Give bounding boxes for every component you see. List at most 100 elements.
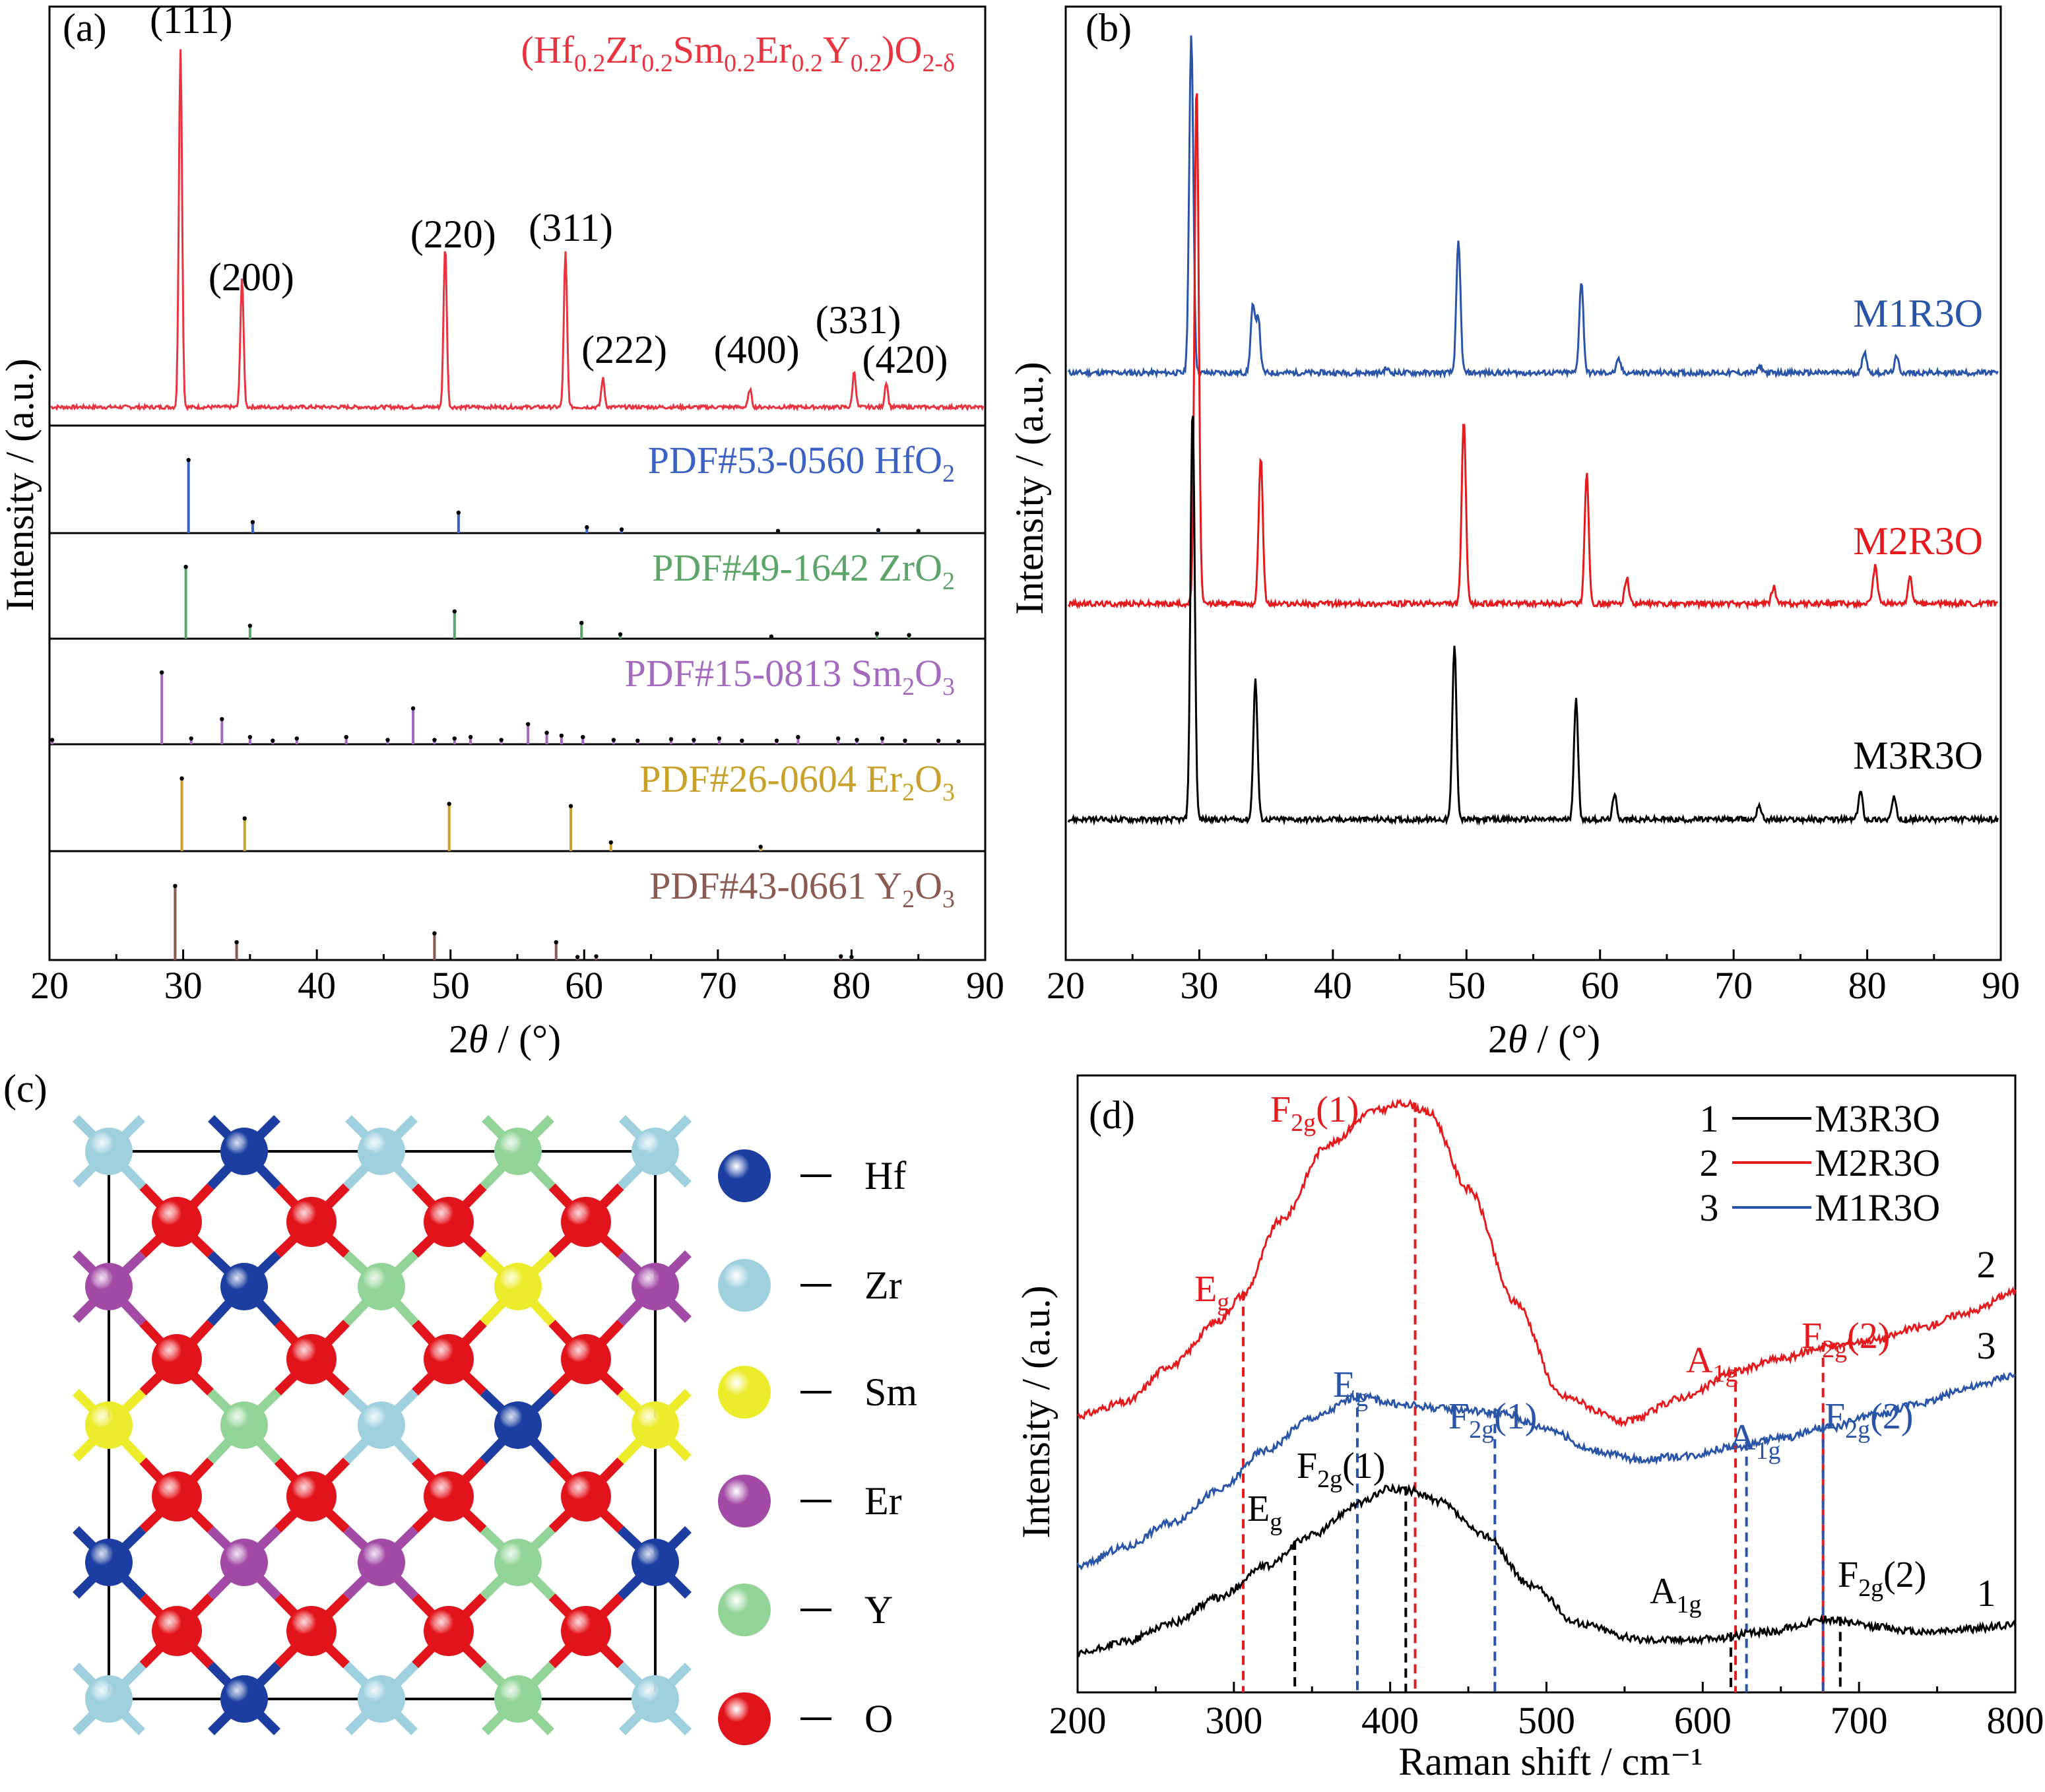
oxygen-atom xyxy=(561,1197,611,1247)
panel-a-ref-stick-cap xyxy=(559,733,564,738)
cation-atom-er xyxy=(220,1539,268,1586)
panel-d-label: (d) xyxy=(1089,1093,1135,1137)
oxygen-atom xyxy=(286,1606,337,1656)
panel-a-ref-stick-cap xyxy=(839,954,843,959)
cation-atom-sm xyxy=(85,1401,133,1449)
panel-d-legend-label: M2R3O xyxy=(1815,1141,1940,1184)
panel-d-mode-label: A1g xyxy=(1686,1340,1737,1388)
panel-a-ref-stick-cap xyxy=(220,717,224,722)
oxygen-atom xyxy=(424,1606,474,1656)
panel-b-xtick-label: 60 xyxy=(1581,964,1619,1007)
panel-d-series-line xyxy=(1076,1099,2017,1428)
panel-a-ref-stick-cap xyxy=(758,845,763,849)
panel-a-ref-stick-cap xyxy=(183,565,188,569)
cation-atom-er xyxy=(358,1539,405,1586)
oxygen-atom xyxy=(561,1471,611,1521)
legend-label-er: Er xyxy=(864,1479,902,1523)
panel-d-mode-label: Eg xyxy=(1247,1488,1282,1536)
panel-a-ref-stick-cap xyxy=(179,776,184,781)
panel-a-hkl-label: (220) xyxy=(410,212,496,256)
panel-c-label: (c) xyxy=(3,1067,48,1110)
panel-d-legend-number: 2 xyxy=(1700,1141,1719,1184)
panel-a-sample-line xyxy=(50,49,985,412)
oxygen-atom xyxy=(152,1334,202,1384)
panel-a-ref-stick-cap xyxy=(499,738,503,742)
panel-d-mode-label: F2g(2) xyxy=(1838,1554,1926,1602)
legend-label-zr: Zr xyxy=(864,1264,902,1307)
panel-a-ref-stick-cap xyxy=(585,525,589,530)
panel-b-xtick-label: 20 xyxy=(1047,964,1085,1007)
panel-a-ref-stick-cap xyxy=(876,528,881,532)
panel-a-hkl-label: (200) xyxy=(209,255,294,299)
panel-d-series-line xyxy=(1077,1483,2017,1657)
panel-b-series-line xyxy=(1067,93,1998,610)
panel-b-xtick-label: 40 xyxy=(1314,964,1352,1007)
panel-a-ref-label: PDF#53-0560 HfO2 xyxy=(648,439,955,488)
panel-d-xtick-label: 200 xyxy=(1049,1699,1107,1742)
panel-b-series-label: M1R3O xyxy=(1853,292,1983,335)
panel-d-mode-label: A1g xyxy=(1650,1571,1701,1618)
panel-a-ref-stick-cap xyxy=(575,955,580,959)
oxygen-atom xyxy=(286,1334,337,1384)
panel-a-hkl-label: (111) xyxy=(150,0,233,42)
panel-d-xtick-label: 600 xyxy=(1674,1699,1732,1742)
panel-a-ref-stick-cap xyxy=(294,736,299,741)
panel-d-series-line xyxy=(1076,1372,2016,1571)
panel-a-ref-stick-cap xyxy=(234,940,239,945)
panel-a-ref-stick-cap xyxy=(242,816,247,821)
legend-label-o: O xyxy=(864,1697,893,1741)
cation-atom-zr xyxy=(358,1128,405,1175)
panel-a-ref-stick-cap xyxy=(594,954,599,959)
panel-a-ref-stick-cap xyxy=(880,736,885,741)
panel-a-ref-stick-cap xyxy=(956,739,961,744)
panel-a-ref-stick-cap xyxy=(611,738,616,742)
panel-b-xtick-label: 90 xyxy=(1982,964,2020,1007)
oxygen-atom xyxy=(424,1471,474,1521)
panel-a-ref-stick-cap xyxy=(410,706,416,711)
cation-atom-hf xyxy=(220,1263,268,1310)
panel-a-ref-stick-cap xyxy=(774,738,779,743)
panel-a-ref-stick-cap xyxy=(916,528,921,533)
panel-d-mode-label: F2g(2) xyxy=(1825,1396,1913,1444)
panel-b-series-label: M3R3O xyxy=(1853,734,1983,777)
panel-d-plot: 200 300 400 500 600 700 800231EgF2g(1)A1gF2g(2… xyxy=(1049,1074,2044,1742)
panel-a-ref-stick-cap xyxy=(247,734,253,740)
panel-a-ref-stick-cap xyxy=(432,738,437,742)
cation-atom-hf xyxy=(494,1401,542,1449)
panel-d: 200 300 400 500 600 700 800231EgF2g(1)A1gF2g(2… xyxy=(1014,1074,2044,1783)
panel-a-ref-stick-cap xyxy=(452,736,457,741)
panel-a-ref-stick-cap xyxy=(186,457,191,463)
cation-atom-er xyxy=(85,1263,133,1310)
panel-a-ref-label: PDF#26-0604 Er2O3 xyxy=(639,757,955,806)
panel-a-ref-stick-cap xyxy=(271,738,275,743)
panel-b-series-line xyxy=(1067,35,1999,379)
panel-d-xtick-label: 700 xyxy=(1831,1699,1888,1742)
panel-a-ref-stick-cap xyxy=(247,624,253,628)
panel-a-ref-stick-cap xyxy=(740,738,744,743)
panel-a-ref-stick-cap xyxy=(468,734,473,740)
cation-atom-y xyxy=(494,1128,542,1175)
panel-d-mode-label: F2g(1) xyxy=(1270,1089,1359,1137)
legend-atom-hf xyxy=(718,1149,771,1202)
panel-a-xtick-label: 90 xyxy=(966,964,1004,1007)
panel-a-ylabel: Intensity / (a.u.) xyxy=(0,358,42,611)
panel-a-hkl-label: (400) xyxy=(714,328,800,371)
panel-a-ref-stick-cap xyxy=(189,736,193,741)
legend-atom-er xyxy=(718,1475,771,1527)
panel-a-hkl-label: (311) xyxy=(529,206,613,249)
panel-a-xtick-label: 60 xyxy=(565,964,603,1007)
panel-a-ref-label: PDF#43-0661 Y2O3 xyxy=(649,864,955,913)
panel-a-ref-stick-cap xyxy=(796,734,800,740)
panel-a-xlabel: 2θ / (°) xyxy=(449,1017,561,1061)
panel-a-ref-stick-cap xyxy=(635,738,640,743)
panel-b-xtick-label: 80 xyxy=(1848,964,1887,1007)
panel-a-ref-stick-cap xyxy=(554,940,558,945)
oxygen-atom xyxy=(152,1606,202,1656)
panel-a-ref-stick-cap xyxy=(544,730,549,735)
panel-a-hkl-label: (331) xyxy=(816,298,901,342)
panel-a-ref-stick-cap xyxy=(608,840,613,845)
legend-atom-zr xyxy=(718,1259,771,1312)
panel-d-legend-number: 3 xyxy=(1700,1186,1719,1229)
oxygen-atom xyxy=(286,1471,337,1521)
